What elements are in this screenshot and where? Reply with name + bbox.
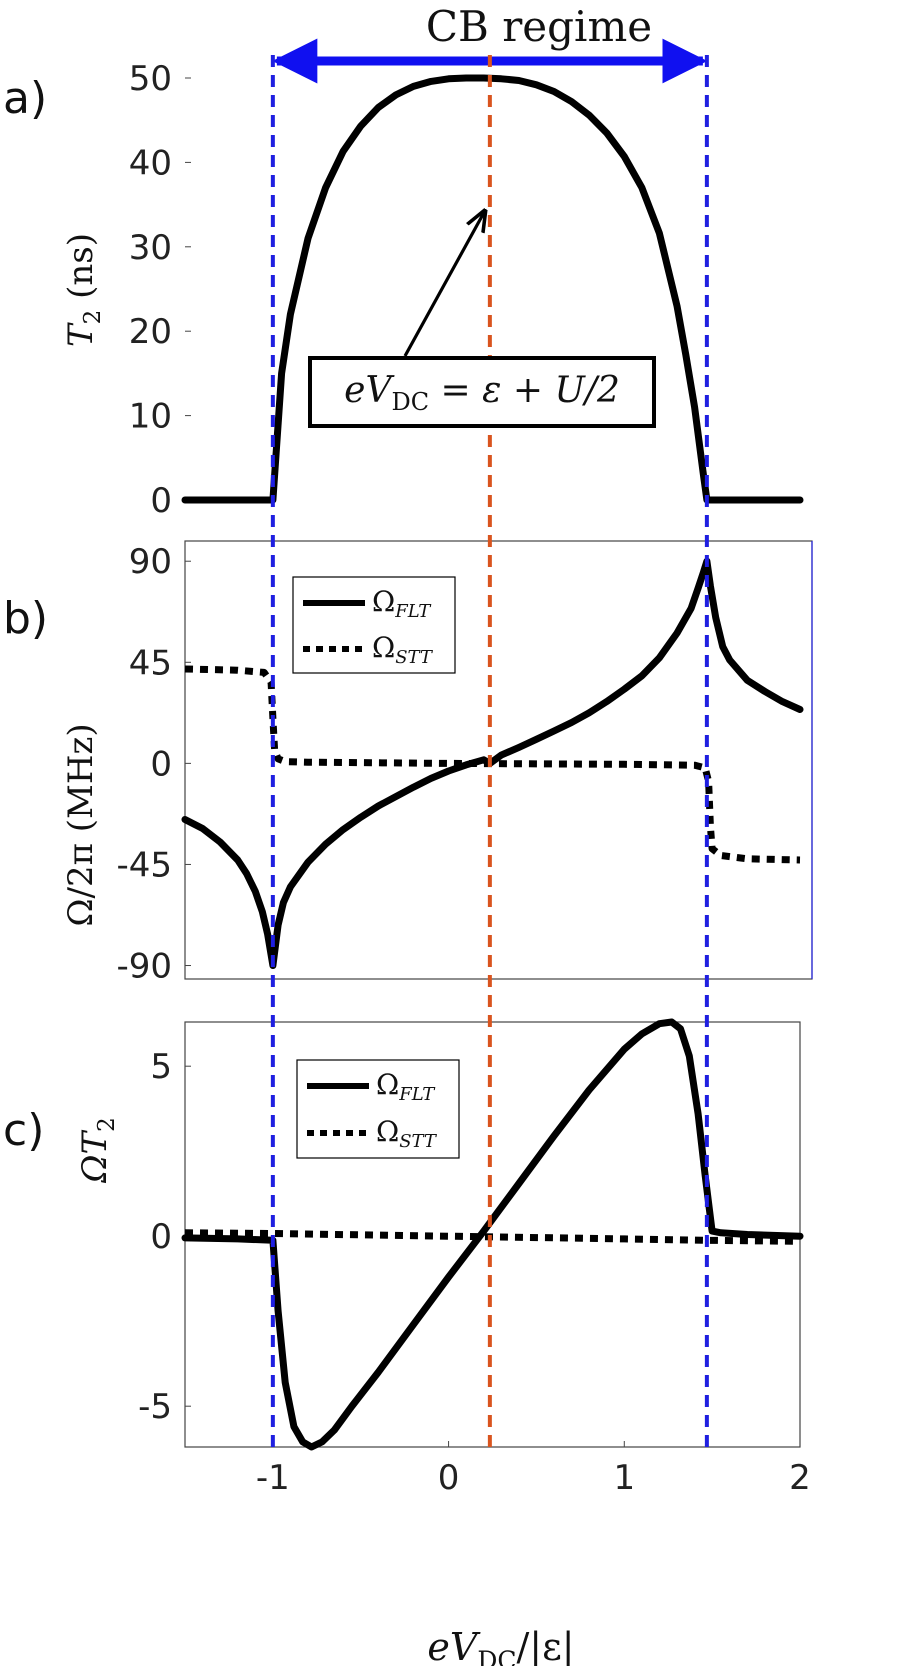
panel-c-series bbox=[181, 1018, 804, 1451]
legend-b: ΩFLT ΩSTT bbox=[292, 576, 456, 674]
ylabel-c-main: ΩT bbox=[75, 1130, 115, 1184]
ylabel-a-sub: 2 bbox=[80, 310, 106, 325]
annotation-sub: DC bbox=[391, 388, 429, 416]
panel-a-ytick-label: 10 bbox=[129, 397, 172, 437]
legend-c-stt-sub: STT bbox=[399, 1131, 438, 1152]
panel-b-yticks: -90 -45 0 45 90 bbox=[116, 542, 191, 987]
ylabel-a: T2 (ns) bbox=[61, 233, 106, 347]
panel-a-label: a) bbox=[3, 73, 47, 124]
x-tick-label: 2 bbox=[789, 1458, 811, 1498]
annotation-tail: = ε + U/2 bbox=[429, 370, 620, 411]
x-tick-label: 1 bbox=[613, 1458, 635, 1498]
xlabel: eVDC/|ε| bbox=[427, 1625, 574, 1666]
panel-c-xticks: -1 0 1 2 bbox=[256, 1441, 811, 1498]
panel-b-label: b) bbox=[3, 593, 48, 644]
xlabel-main: eV bbox=[427, 1625, 480, 1666]
legend-b-box bbox=[292, 576, 456, 674]
panel-b-ytick-label: 0 bbox=[150, 744, 172, 784]
x-tick-label: 0 bbox=[438, 1458, 460, 1498]
ylabel-b-main: Ω/2π bbox=[61, 843, 101, 927]
ylabel-a-main: T bbox=[61, 322, 101, 347]
cb-regime-title: CB regime bbox=[426, 2, 652, 51]
reference-lines bbox=[270, 55, 709, 1447]
xlabel-sub: DC bbox=[477, 1646, 516, 1666]
ylabel-b: Ω/2π (MHz) bbox=[61, 723, 101, 926]
panel-b-ytick-label: 45 bbox=[129, 643, 172, 683]
panel-a-ytick-label: 30 bbox=[129, 228, 172, 268]
panel-a: 0 10 20 30 40 50 bbox=[129, 59, 804, 521]
panel-a-series-t2 bbox=[181, 74, 804, 504]
annotation-main: eV bbox=[344, 370, 395, 411]
panel-c-ytick-label: 5 bbox=[150, 1047, 172, 1087]
legend-b-stt-main: Ω bbox=[372, 631, 395, 664]
panel-a-ytick-label: 0 bbox=[150, 481, 172, 521]
legend-c-stt: ΩSTT bbox=[376, 1115, 438, 1152]
annotation-arrow bbox=[403, 213, 484, 357]
xlabel-tail: /|ε| bbox=[517, 1625, 575, 1666]
ylabel-a-tail: (ns) bbox=[61, 233, 101, 310]
ylabel-b-tail: (MHz) bbox=[61, 723, 101, 843]
panel-c-yticks: -5 0 5 bbox=[138, 1047, 191, 1427]
legend-b-flt-main: Ω bbox=[372, 585, 395, 618]
panel-b-ytick-label: -90 bbox=[116, 947, 172, 987]
legend-c-flt: ΩFLT bbox=[376, 1068, 436, 1105]
panel-a-ytick-label: 20 bbox=[129, 312, 172, 352]
legend-c-stt-main: Ω bbox=[376, 1115, 399, 1148]
panel-a-ytick-label: 50 bbox=[129, 59, 172, 99]
ylabel-c: ΩT2 bbox=[75, 1117, 120, 1184]
panel-b-ytick-label: -45 bbox=[116, 845, 172, 885]
panel-a-ytick-label: 40 bbox=[129, 143, 172, 183]
legend-b-stt: ΩSTT bbox=[372, 631, 434, 668]
legend-b-stt-sub: STT bbox=[395, 647, 434, 668]
panel-c-label: c) bbox=[3, 1105, 44, 1156]
legend-c-flt-sub: FLT bbox=[398, 1084, 436, 1105]
panel-c-series-stt bbox=[184, 1229, 801, 1245]
panel-c-ytick-label: -5 bbox=[138, 1387, 172, 1427]
panel-a-series bbox=[181, 74, 804, 504]
panel-a-yticks: 0 10 20 30 40 50 bbox=[129, 59, 191, 521]
legend-b-flt-sub: FLT bbox=[394, 601, 432, 622]
legend-c-flt-main: Ω bbox=[376, 1068, 399, 1101]
legend-c: ΩFLT ΩSTT bbox=[296, 1059, 460, 1159]
panel-c: -5 0 5 -1 0 1 2 bbox=[138, 1018, 811, 1498]
annotation-box bbox=[308, 356, 656, 428]
ylabel-c-sub: 2 bbox=[94, 1117, 120, 1132]
panel-b-ytick-label: 90 bbox=[129, 542, 172, 582]
panel-c-series-flt bbox=[181, 1018, 804, 1451]
legend-b-flt: ΩFLT bbox=[372, 585, 432, 622]
legend-c-box bbox=[296, 1059, 460, 1159]
panel-c-ytick-label: 0 bbox=[150, 1217, 172, 1257]
annotation-text: eVDC = ε + U/2 bbox=[344, 370, 620, 416]
x-tick-label: -1 bbox=[256, 1458, 290, 1498]
